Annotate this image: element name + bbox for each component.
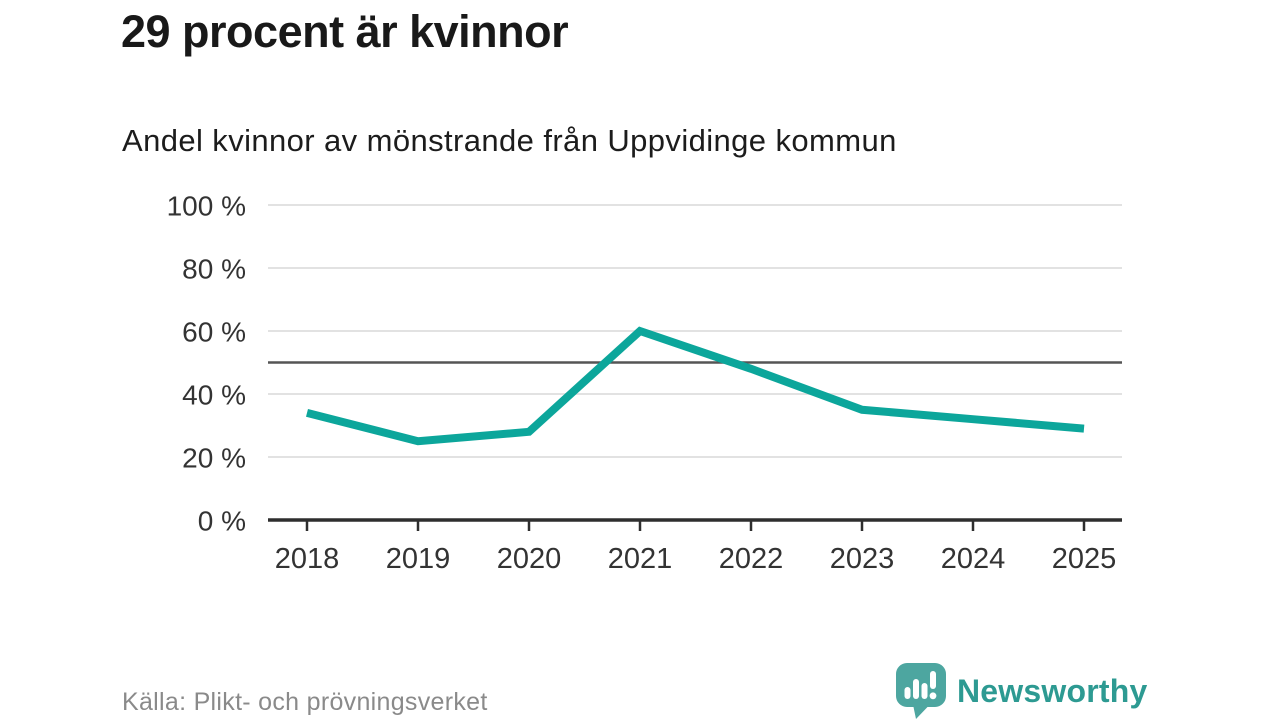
logo-bar-2 — [913, 679, 919, 699]
newsworthy-logo-icon — [896, 663, 946, 719]
chart-title: 29 procent är kvinnor — [121, 6, 569, 57]
newsworthy-brand-name: Newsworthy — [957, 672, 1148, 709]
logo-exclamation-dot — [929, 692, 937, 700]
y-axis-tick-label: 0 % — [198, 506, 246, 537]
logo-speech-bubble — [896, 663, 946, 719]
source-note: Källa: Plikt- och prövningsverket — [122, 688, 488, 716]
logo-exclamation-bar — [930, 671, 936, 689]
y-axis-tick-label: 60 % — [182, 317, 246, 348]
chart-subtitle: Andel kvinnor av mönstrande från Uppvidi… — [122, 123, 897, 158]
y-axis-tick-label: 40 % — [182, 380, 246, 411]
newsworthy-brand: Newsworthy — [896, 663, 1147, 719]
x-axis-tick-label: 2024 — [941, 543, 1006, 575]
data-line — [306, 326, 1085, 446]
x-axis-tick-label: 2019 — [386, 543, 451, 575]
y-axis-tick-label: 20 % — [182, 443, 246, 474]
y-axis-tick-label: 80 % — [182, 254, 246, 285]
x-axis-tick-label: 2022 — [719, 543, 784, 575]
x-axis-tick-label: 2021 — [608, 543, 673, 575]
x-axis-tick-label: 2023 — [830, 543, 895, 575]
logo-bar-1 — [904, 687, 911, 699]
logo-bar-3 — [921, 683, 928, 699]
y-axis-tick-label: 100 % — [167, 191, 246, 222]
x-axis-tick-label: 2018 — [275, 543, 340, 575]
x-axis-tick-label: 2020 — [497, 543, 562, 575]
x-axis-tick-label: 2025 — [1052, 543, 1117, 575]
